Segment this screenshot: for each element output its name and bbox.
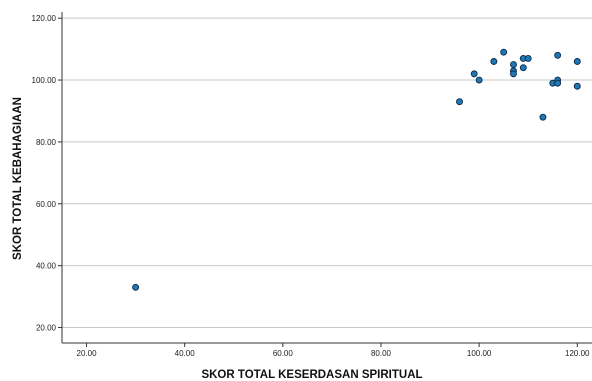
data-point [519, 64, 527, 72]
data-point [470, 70, 478, 78]
data-point [510, 61, 517, 69]
tick-labels: 20.00 40.00 60.00 80.00 100.00 120.00 20.00 40.… [32, 14, 591, 358]
data-point [510, 70, 517, 78]
x-tick-label: 40.00 [175, 349, 196, 358]
axes [58, 12, 592, 347]
x-axis-title: SKOR TOTAL KESERDASAN SPIRITUAL [201, 369, 422, 381]
data-point [475, 76, 483, 84]
y-tick-label: 40.00 [36, 262, 57, 271]
data-points [132, 48, 581, 291]
data-point [500, 48, 508, 56]
data-point [554, 79, 562, 87]
data-point [554, 51, 562, 59]
data-point [573, 82, 581, 90]
x-tick-label: 80.00 [371, 349, 392, 358]
x-tick-label: 100.00 [467, 349, 492, 358]
x-tick-label: 120.00 [565, 349, 590, 358]
data-point [573, 58, 581, 65]
y-tick-label: 120.00 [32, 14, 57, 23]
plot-area [62, 12, 592, 343]
data-point [456, 98, 463, 106]
data-point [524, 54, 532, 62]
y-tick-label: 20.00 [36, 324, 57, 333]
y-tick-label: 100.00 [32, 76, 57, 85]
x-tick-label: 20.00 [77, 349, 98, 358]
y-tick-label: 80.00 [36, 138, 57, 147]
y-axis-title: SKOR TOTAL KEBAHAGIAAN [12, 97, 24, 260]
data-point [539, 113, 547, 121]
x-tick-label: 60.00 [273, 349, 294, 358]
y-tick-label: 60.00 [36, 200, 57, 209]
data-point [132, 283, 140, 291]
data-point [490, 58, 498, 65]
grid-lines [62, 17, 592, 329]
